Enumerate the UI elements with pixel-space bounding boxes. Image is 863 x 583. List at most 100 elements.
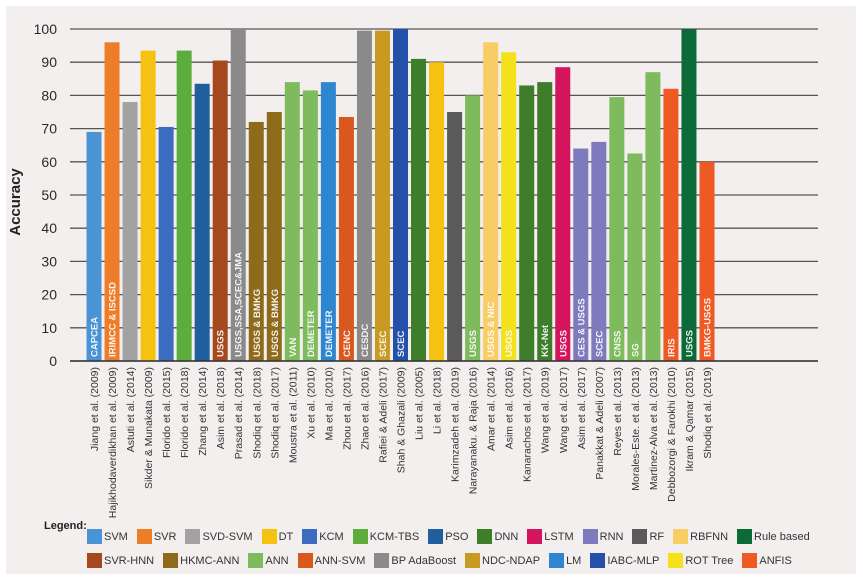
legend-swatch	[185, 529, 201, 544]
legend-swatch	[582, 529, 598, 544]
legend-swatch	[737, 529, 753, 544]
legend-swatch	[297, 553, 313, 568]
y-tick-label: 20	[41, 287, 57, 303]
legend-swatch	[549, 553, 565, 568]
x-tick-label: Zhao et al. (2016)	[359, 367, 371, 450]
legend-swatch	[527, 529, 543, 544]
bar-data-label: SCEC	[378, 330, 389, 357]
legend-label: KCM	[319, 530, 344, 543]
bar-data-label: KK-Net	[540, 324, 551, 357]
bar-data-label: SCEC	[396, 330, 407, 357]
legend-item: DT	[261, 529, 293, 544]
legend-label: SVD-SVM	[202, 530, 253, 543]
bar	[86, 131, 102, 361]
bar	[501, 52, 517, 362]
bar-data-label: CENC	[342, 330, 353, 357]
bar	[537, 82, 553, 362]
x-tick-label: Shodiq et al. (2017)	[269, 367, 281, 459]
bar	[699, 161, 715, 361]
x-tick-label: Debbozorgi & Farokhi (2010)	[666, 367, 678, 502]
bar	[411, 58, 427, 361]
legend-item: IABC-MLP	[590, 553, 659, 568]
legend-label: DNN	[494, 530, 519, 543]
legend-swatch	[465, 553, 480, 568]
x-tick-label: Asim et al. (2016)	[504, 367, 516, 449]
legend-swatch	[477, 529, 493, 544]
legend-item: ANN-SVM	[297, 553, 366, 568]
x-tick-label: Rafiei & Adeli (2017)	[377, 367, 389, 463]
legend-item: ANFIS	[742, 553, 792, 568]
y-tick-label: 60	[41, 154, 57, 170]
legend-item: SVR	[136, 529, 176, 544]
legend-item: BP AdaBoost	[374, 553, 456, 568]
x-tick-label: Jiang et al. (2009)	[89, 367, 101, 451]
legend-label: SVR-HNN	[104, 554, 155, 567]
legend-swatch	[136, 529, 152, 544]
legend-label: LM	[566, 554, 582, 567]
legend-item: LM	[549, 553, 581, 568]
legend-swatch	[374, 553, 390, 568]
legend-label: ANFIS	[759, 554, 792, 567]
x-tick-label: Li et al. (2018)	[432, 367, 444, 434]
x-tick-label: Liu et al. (2005)	[414, 367, 426, 440]
bar-data-label: CAPCEA	[90, 317, 101, 357]
bars	[86, 29, 715, 362]
legend-label: RF	[649, 530, 665, 543]
bar	[266, 112, 282, 361]
y-tick-label: 100	[34, 21, 58, 37]
x-tick-label: Xu et al. (2010)	[305, 367, 317, 439]
bar-labels: CAPCEA IRIMCC & ISCSD USGS USGS,SSA,SCEC&JM…	[90, 252, 714, 357]
bar-data-label: SCEC	[594, 330, 605, 357]
bar-data-label: IRIMCC & ISCSD	[108, 282, 119, 357]
bar-data-label: IRIS	[666, 339, 677, 357]
x-tick-label: Ikram & Qamar (2015)	[684, 367, 696, 471]
x-tick-label: Prasad et al. (2014)	[233, 367, 245, 459]
bar-data-label: USGS & BMKG	[252, 289, 263, 357]
bar-data-label: USGS	[468, 330, 479, 357]
x-tick-label: Ma et al. (2010)	[323, 367, 335, 441]
x-axis-ticks: Jiang et al. (2009) Hajikhodaverdikhan et…	[89, 367, 714, 518]
legend-item: PSO	[428, 529, 468, 544]
bar	[591, 141, 607, 361]
x-tick-label: Wang et al. (2017)	[558, 367, 570, 453]
legend-label: ROT Tree	[685, 554, 734, 567]
bar-data-label: USGS	[558, 330, 569, 357]
bar-data-label: CESDC	[360, 324, 371, 357]
legend-swatch	[632, 529, 648, 544]
x-tick-label: Narayanaku. & Raja (2016)	[468, 367, 480, 494]
bar	[645, 72, 661, 361]
legend-item: Rule based	[737, 529, 810, 544]
legend-swatch	[87, 529, 102, 544]
y-tick-label: 50	[41, 187, 57, 203]
bar	[212, 60, 228, 361]
legend-label: RBFNN	[690, 530, 729, 543]
legend-item: ROT Tree	[668, 553, 733, 568]
x-tick-label: Amar et al. (2014)	[486, 367, 498, 451]
bar-data-label: CES & USGS	[576, 298, 587, 357]
legend-label: RNN	[599, 530, 624, 543]
legend-item: SVD-SVM	[185, 529, 253, 544]
legend-item: KCM-TBS	[352, 529, 419, 544]
y-axis-ticks: 0 10 20 30 40 50 60 70 80 90 100	[34, 21, 58, 369]
x-tick-label: Shodiq et al. (2019)	[702, 367, 714, 459]
x-tick-label: Moustra et al. (2011)	[287, 367, 299, 463]
bar-data-label: USGS,SSA,SCEC&JMA	[234, 252, 245, 357]
x-tick-label: Reyes et al. (2013)	[612, 367, 624, 456]
bar-data-label: USGS	[216, 330, 227, 357]
y-tick-label: 10	[41, 320, 57, 336]
legend-label: ANN-SVM	[314, 554, 366, 567]
bar-data-label: CNSS	[612, 331, 623, 357]
x-tick-label: Hajikhodaverdikhan et al. (2009)	[107, 367, 119, 518]
bar	[555, 67, 571, 362]
legend-title: Legend:	[44, 520, 87, 532]
legend-label: IABC-MLP	[607, 554, 660, 567]
x-tick-label: Martinez-Alva et al. (2013)	[648, 367, 660, 490]
bar	[248, 121, 264, 362]
bar	[483, 42, 499, 361]
legend-swatch	[668, 553, 684, 568]
x-tick-label: Sikder & Munakata (2009)	[143, 367, 155, 489]
y-tick-label: 30	[41, 253, 57, 269]
legend-swatch	[248, 553, 264, 568]
bar-data-label: SG	[630, 343, 641, 357]
bar	[429, 62, 445, 361]
